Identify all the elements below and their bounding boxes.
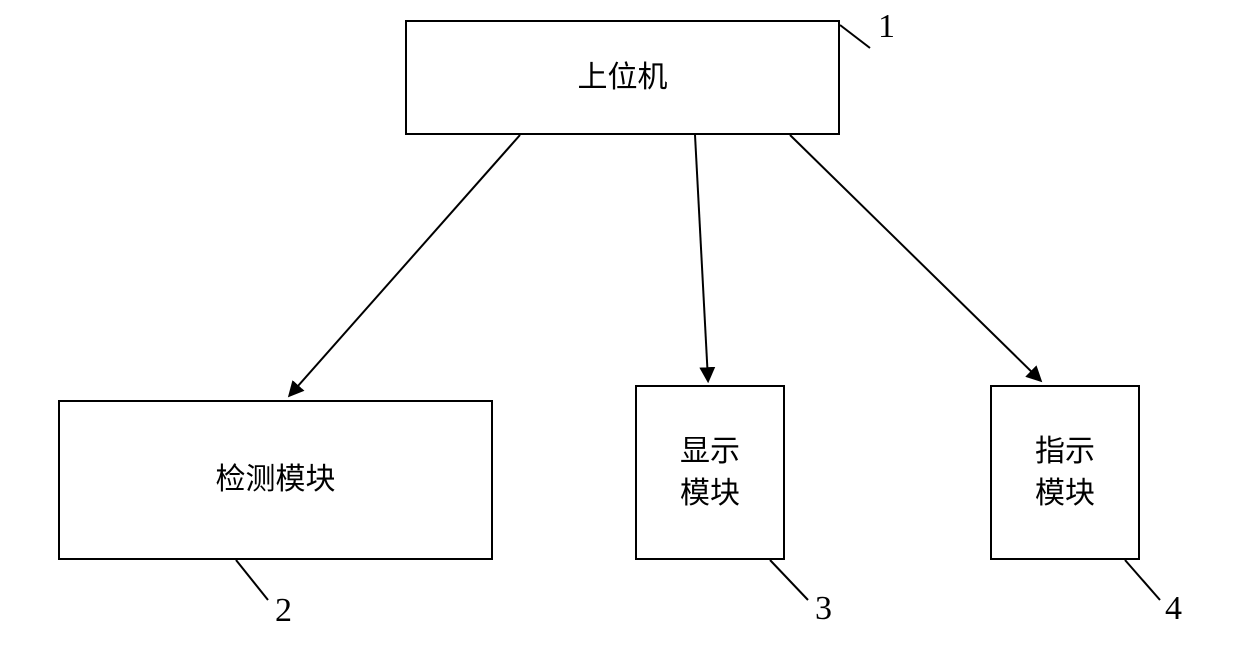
leader-3 (770, 560, 808, 600)
node-display-label-line2: 模块 (680, 477, 740, 510)
leader-4 (1125, 560, 1160, 600)
node-detect-label: 检测模块 (216, 459, 336, 501)
leader-2 (236, 560, 268, 600)
edge-root-detect (290, 135, 520, 395)
node-root: 上位机 (405, 20, 840, 135)
callout-4: 4 (1165, 590, 1182, 628)
callout-1: 1 (878, 8, 895, 46)
node-indicator: 指示 模块 (990, 385, 1140, 560)
node-display: 显示 模块 (635, 385, 785, 560)
callout-3: 3 (815, 590, 832, 628)
node-indicator-label: 指示 模块 (1035, 431, 1095, 515)
node-root-label: 上位机 (578, 57, 668, 99)
node-indicator-label-line2: 模块 (1035, 477, 1095, 510)
callout-2: 2 (275, 592, 292, 630)
node-display-label: 显示 模块 (680, 431, 740, 515)
node-detect: 检测模块 (58, 400, 493, 560)
edge-root-indicator (790, 135, 1040, 380)
node-display-label-line1: 显示 (680, 435, 740, 468)
leader-1 (840, 25, 870, 48)
node-indicator-label-line1: 指示 (1035, 435, 1095, 468)
edge-root-display (695, 135, 708, 380)
